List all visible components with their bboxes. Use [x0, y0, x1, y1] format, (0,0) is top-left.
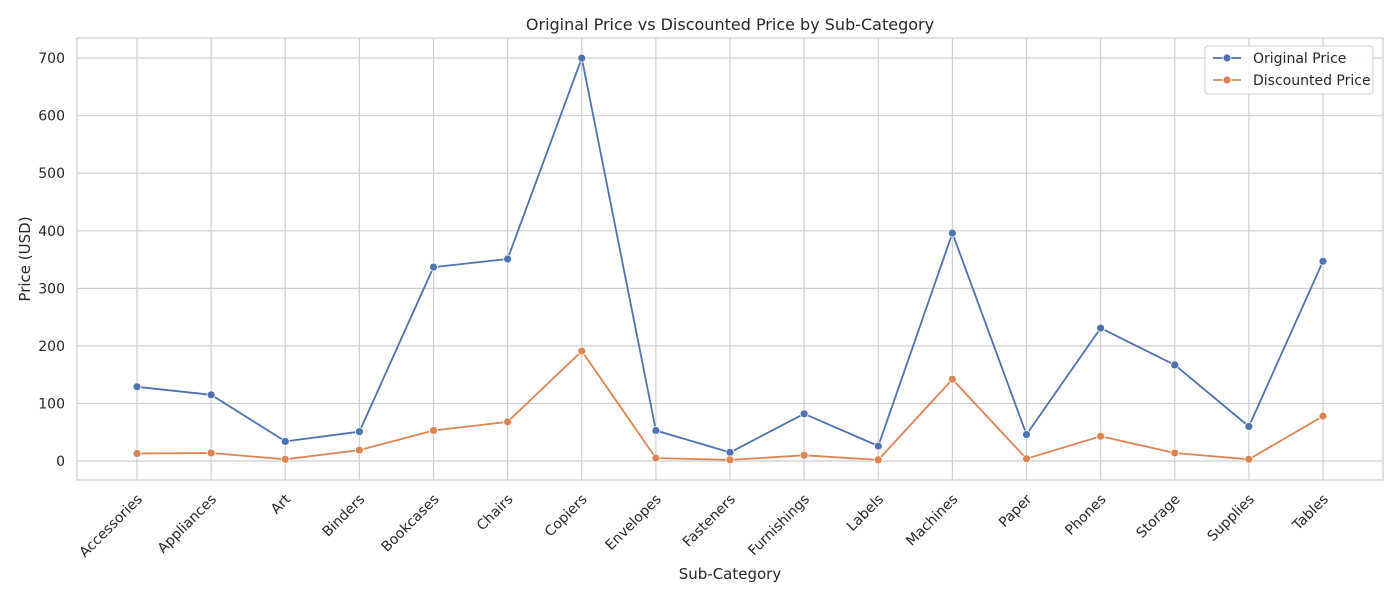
- x-tick-label: Art: [268, 491, 294, 517]
- chart-title: Original Price vs Discounted Price by Su…: [526, 15, 934, 34]
- series-point: [1170, 448, 1180, 458]
- series-point: [280, 454, 290, 464]
- x-tick-label: Copiers: [542, 492, 591, 541]
- legend-entry-label: Discounted Price: [1253, 73, 1371, 89]
- series-point: [873, 455, 883, 465]
- series-point: [354, 445, 364, 455]
- y-tick-label: 100: [38, 396, 65, 412]
- x-tick-label: Envelopes: [603, 492, 665, 554]
- x-tick-label: Tables: [1289, 492, 1332, 535]
- x-tick-label: Phones: [1062, 492, 1109, 539]
- x-tick-label: Appliances: [155, 492, 220, 557]
- series-point: [577, 53, 587, 63]
- y-tick-label: 700: [38, 51, 65, 67]
- x-tick-label: Machines: [903, 492, 961, 550]
- y-tick-label: 200: [38, 339, 65, 355]
- series-point: [1096, 323, 1106, 333]
- legend-entry-label: Original Price: [1253, 51, 1346, 67]
- series-point: [651, 426, 661, 435]
- series-point: [1244, 454, 1254, 464]
- x-tick-label: Binders: [319, 492, 368, 541]
- x-axis-title: Sub-Category: [679, 565, 782, 583]
- series-point: [429, 426, 438, 435]
- y-tick-label: 300: [38, 281, 65, 297]
- series-point: [947, 228, 957, 238]
- legend-frame: [1204, 45, 1374, 95]
- series-point: [799, 409, 809, 419]
- y-axis-title: Price (USD): [16, 216, 34, 301]
- series-point: [725, 455, 735, 465]
- plot-area-frame: [76, 37, 1384, 481]
- series-point: [503, 254, 513, 264]
- series-point: [354, 427, 364, 437]
- y-tick-label: 600: [38, 109, 65, 125]
- series-point: [873, 441, 883, 451]
- x-tick-label: Fasteners: [680, 492, 739, 551]
- series-point: [503, 417, 513, 427]
- grid-layer: [77, 38, 1383, 480]
- y-axis-ticks: 0 100 200 300 400 500 600 700: [38, 51, 65, 470]
- series-point: [725, 447, 735, 457]
- legend: Original Price Discounted Price: [1204, 45, 1374, 95]
- series-point: [1096, 431, 1106, 441]
- x-tick-label: Bookcases: [378, 492, 442, 556]
- series-point: [280, 437, 290, 446]
- series-point: [1318, 256, 1328, 266]
- series-layer: [132, 53, 1328, 465]
- series-point: [206, 390, 216, 400]
- series-point: [799, 450, 809, 460]
- series-point: [651, 453, 661, 463]
- y-tick-label: 500: [38, 166, 65, 182]
- series-point: [577, 346, 587, 356]
- x-tick-label: Chairs: [474, 492, 517, 535]
- series-point: [132, 382, 142, 392]
- x-tick-label: Furnishings: [745, 492, 813, 560]
- y-tick-label: 0: [56, 454, 65, 470]
- x-axis-ticks: Accessories Appliances Art Binders Bookcases…: [76, 491, 1331, 561]
- legend-marker: [1222, 75, 1232, 85]
- series-point: [206, 448, 216, 458]
- series-point: [1318, 411, 1328, 421]
- series-point: [429, 262, 438, 272]
- x-tick-label: Labels: [844, 492, 887, 535]
- series-point: [947, 374, 957, 384]
- series-point: [1022, 430, 1031, 439]
- series-point: [1022, 454, 1031, 464]
- x-tick-label: Storage: [1134, 492, 1184, 542]
- x-tick-label: Accessories: [76, 492, 145, 561]
- series-point: [1244, 422, 1254, 431]
- y-tick-label: 400: [38, 224, 65, 240]
- series-point: [1170, 360, 1180, 370]
- x-tick-label: Supplies: [1205, 492, 1258, 545]
- x-tick-label: Paper: [996, 491, 1036, 531]
- legend-marker: [1222, 53, 1232, 63]
- series-point: [132, 449, 142, 458]
